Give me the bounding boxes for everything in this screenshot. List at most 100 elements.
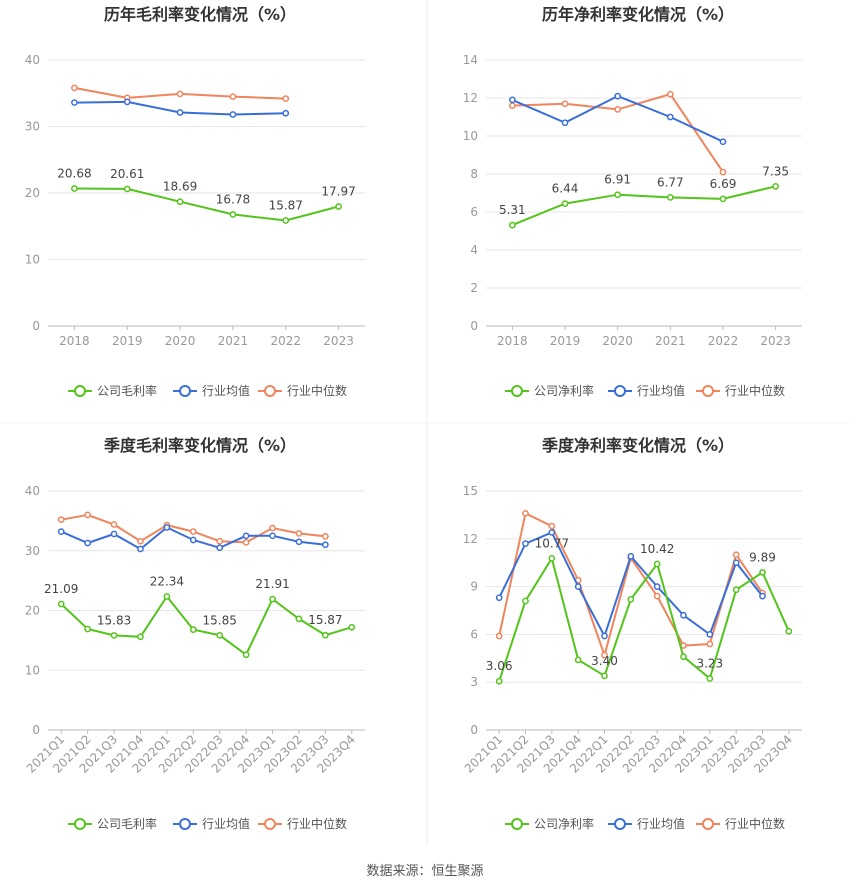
- data-point: [653, 560, 661, 568]
- legend-marker-icon: [74, 385, 86, 397]
- legend-marker-icon: [74, 818, 86, 830]
- data-point: [666, 90, 674, 98]
- data-point: [137, 633, 144, 641]
- data-point: [216, 544, 224, 552]
- data-point: [57, 528, 65, 535]
- data-point: [176, 109, 184, 116]
- data-label: 15.87: [308, 613, 342, 627]
- data-point: [495, 677, 503, 685]
- series-company: [71, 185, 342, 224]
- legend-label: 行业均值: [637, 383, 685, 398]
- y-tick-label: 8: [470, 167, 478, 181]
- legend-marker-icon: [702, 385, 714, 397]
- data-point: [548, 529, 556, 536]
- y-tick-label: 2: [470, 281, 478, 295]
- series-industry-avg: [495, 529, 766, 640]
- series-industry-median: [508, 90, 727, 176]
- y-tick-label: 9: [470, 580, 478, 594]
- data-label: 10.42: [640, 542, 674, 556]
- data-point: [508, 221, 516, 229]
- chart-title: 历年毛利率变化情况（%）: [104, 5, 296, 24]
- data-point: [229, 111, 237, 118]
- x-tick-label: 2022: [708, 334, 739, 348]
- data-point: [508, 96, 516, 104]
- legend-item-company: 公司毛利率: [68, 816, 157, 831]
- x-tick-label: 2018: [497, 334, 528, 348]
- data-point: [561, 100, 569, 108]
- chart-panel-1: 历年毛利率变化情况（%） 0 10 20 30 40 2018 2019 2020 2021 202…: [25, 5, 365, 398]
- legend-item-company: 公司净利率: [505, 383, 594, 398]
- legend-marker-icon: [702, 818, 714, 830]
- data-point: [680, 653, 687, 661]
- data-point: [759, 569, 766, 576]
- data-point: [561, 200, 569, 207]
- data-point: [216, 631, 224, 639]
- data-label: 3.23: [696, 657, 723, 671]
- data-point: [269, 532, 276, 540]
- legend-label: 行业均值: [202, 383, 250, 398]
- legend-marker-icon: [179, 385, 191, 397]
- series-line: [511, 95, 724, 143]
- data-point: [282, 109, 290, 117]
- data-point: [561, 119, 569, 127]
- y-tick-label: 10: [25, 663, 40, 677]
- y-tick-label: 10: [463, 129, 478, 143]
- series-line: [511, 185, 776, 227]
- y-tick-label: 12: [463, 91, 478, 105]
- legend-item-industry-median: 行业中位数: [696, 816, 785, 831]
- data-label: 5.31: [499, 203, 526, 217]
- y-tick-label: 14: [463, 53, 478, 67]
- data-point: [84, 539, 91, 547]
- chart-panel-2: 历年净利率变化情况（%） 0 2 4 6 8 10 12 14 2018 2019 2020 2021 2…: [463, 5, 802, 398]
- data-point: [110, 521, 118, 528]
- legend-item-industry-avg: 行业均值: [608, 383, 685, 398]
- data-point: [71, 84, 78, 92]
- series-company: [57, 593, 356, 659]
- y-tick-label: 20: [25, 604, 40, 618]
- data-point: [123, 98, 131, 106]
- data-label: 3.40: [591, 654, 618, 668]
- series-industry-avg: [57, 524, 329, 553]
- legend-label: 行业中位数: [287, 816, 347, 831]
- y-tick-label: 3: [470, 675, 478, 689]
- data-point: [269, 524, 276, 532]
- chart-title: 历年净利率变化情况（%）: [542, 5, 734, 24]
- y-tick-label: 30: [25, 544, 40, 558]
- data-point: [189, 536, 197, 544]
- legend-item-industry-median: 行业中位数: [258, 383, 347, 398]
- series-industry-avg: [71, 98, 290, 118]
- data-point: [137, 537, 144, 545]
- data-point: [163, 593, 171, 600]
- series-company: [508, 183, 780, 229]
- data-label: 15.85: [203, 613, 237, 627]
- data-point: [137, 545, 144, 553]
- legend-marker-icon: [179, 818, 191, 830]
- legend-marker-icon: [264, 818, 276, 830]
- data-label: 17.97: [321, 184, 355, 198]
- legend-marker-icon: [511, 818, 523, 830]
- data-point: [348, 623, 356, 631]
- data-label: 6.69: [710, 177, 737, 191]
- x-tick-label: 2020: [602, 334, 633, 348]
- x-tick-label: 2023: [323, 334, 354, 348]
- series-line: [74, 187, 339, 222]
- data-point: [719, 168, 727, 176]
- data-point: [84, 511, 91, 519]
- data-point: [574, 583, 582, 590]
- data-label: 15.87: [269, 198, 303, 212]
- data-label: 22.34: [150, 575, 184, 589]
- data-point: [653, 592, 661, 600]
- data-point: [706, 640, 714, 648]
- series-company: [495, 555, 793, 685]
- legend-item-company: 公司净利率: [505, 816, 594, 831]
- legend-item-industry-median: 行业中位数: [696, 383, 785, 398]
- data-point: [601, 632, 608, 640]
- data-point: [627, 595, 635, 603]
- data-point: [574, 656, 582, 664]
- data-point: [732, 559, 740, 567]
- x-tick-label: 2020: [165, 334, 196, 348]
- data-point: [57, 516, 65, 524]
- data-label: 20.61: [110, 167, 144, 181]
- chart-panel-4: 季度净利率变化情况（%）036912152021Q12021Q22021Q320…: [462, 436, 802, 831]
